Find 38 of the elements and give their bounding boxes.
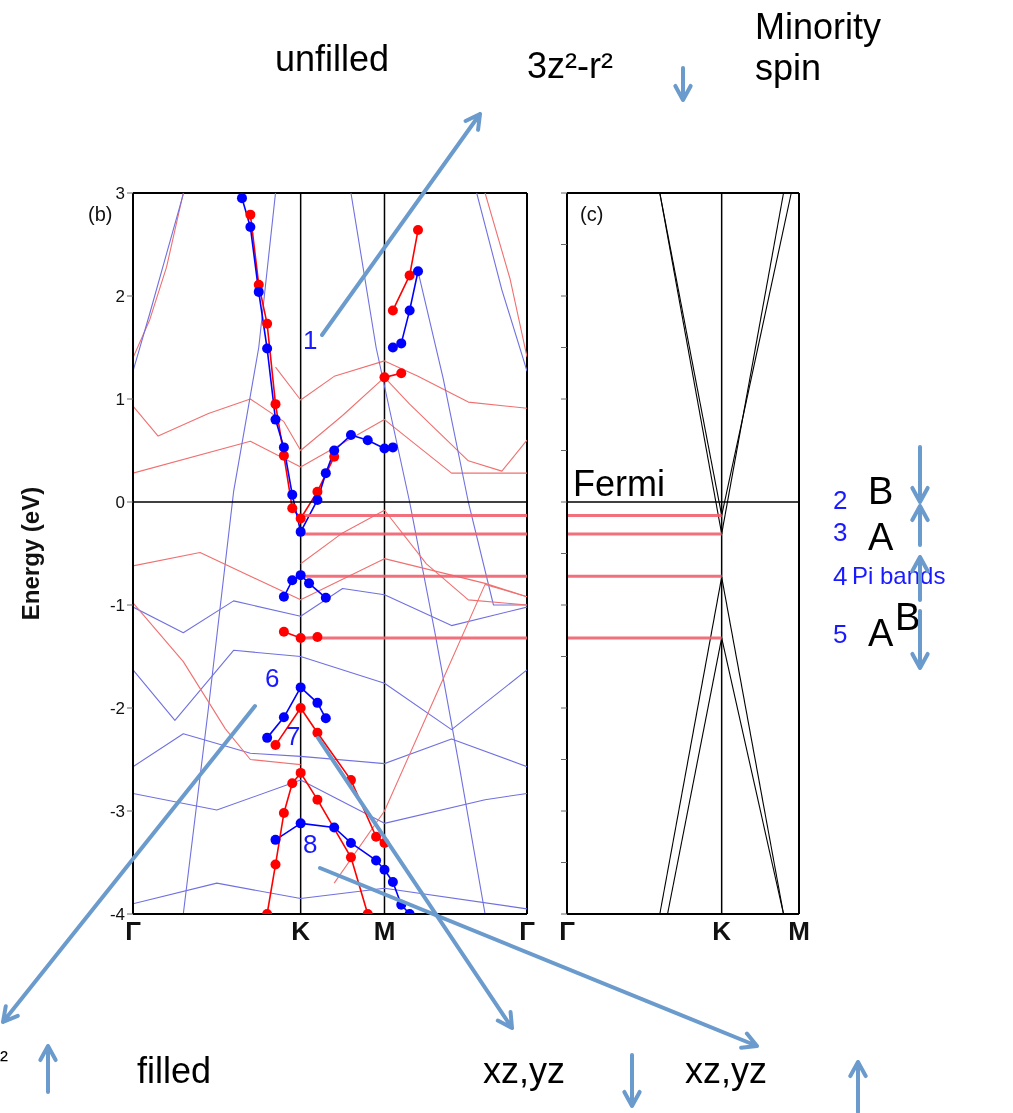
y-tick-label: 1 <box>115 390 125 410</box>
text: 3 <box>833 517 848 548</box>
text: A <box>868 612 894 656</box>
x-tick-label: K <box>291 916 311 947</box>
y-tick-label: 3 <box>115 184 125 204</box>
text: filled <box>137 1050 212 1092</box>
y-tick-label: -4 <box>109 905 125 925</box>
text: (b) <box>88 203 113 226</box>
x-tick-label: Γ <box>519 916 536 947</box>
y-tick-label: -3 <box>109 802 125 822</box>
text: 4 <box>833 561 848 592</box>
text: (c) <box>580 203 604 226</box>
x-tick-label: M <box>373 916 396 947</box>
text: unfilled <box>275 38 390 80</box>
x-tick-label: Γ <box>559 916 576 947</box>
ref-line-label: Fermi <box>573 463 665 504</box>
text: xz,yz <box>483 1050 566 1092</box>
annotation: 7 <box>286 721 301 752</box>
x-tick-label: Γ <box>125 916 142 947</box>
text: ² <box>0 1046 8 1074</box>
text: B <box>868 470 894 514</box>
text: 5 <box>833 619 848 650</box>
annotation: 8 <box>303 829 318 860</box>
text: B <box>895 596 921 640</box>
y-axis-title: Energy (eV) <box>16 486 44 621</box>
y-tick-label: -1 <box>109 596 125 616</box>
annotation: 6 <box>265 663 280 694</box>
text: xz,yz <box>685 1050 768 1092</box>
y-tick-label: -2 <box>109 699 125 719</box>
y-tick-label: 2 <box>115 287 125 307</box>
annotation: 1 <box>303 325 318 356</box>
text: Minority spin <box>755 6 883 89</box>
x-tick-label: M <box>788 916 810 947</box>
text: 2 <box>833 485 848 516</box>
x-tick-label: K <box>712 916 732 947</box>
text: 3z²-r² <box>527 45 613 87</box>
text: A <box>868 516 894 560</box>
y-tick-label: 0 <box>115 493 125 513</box>
